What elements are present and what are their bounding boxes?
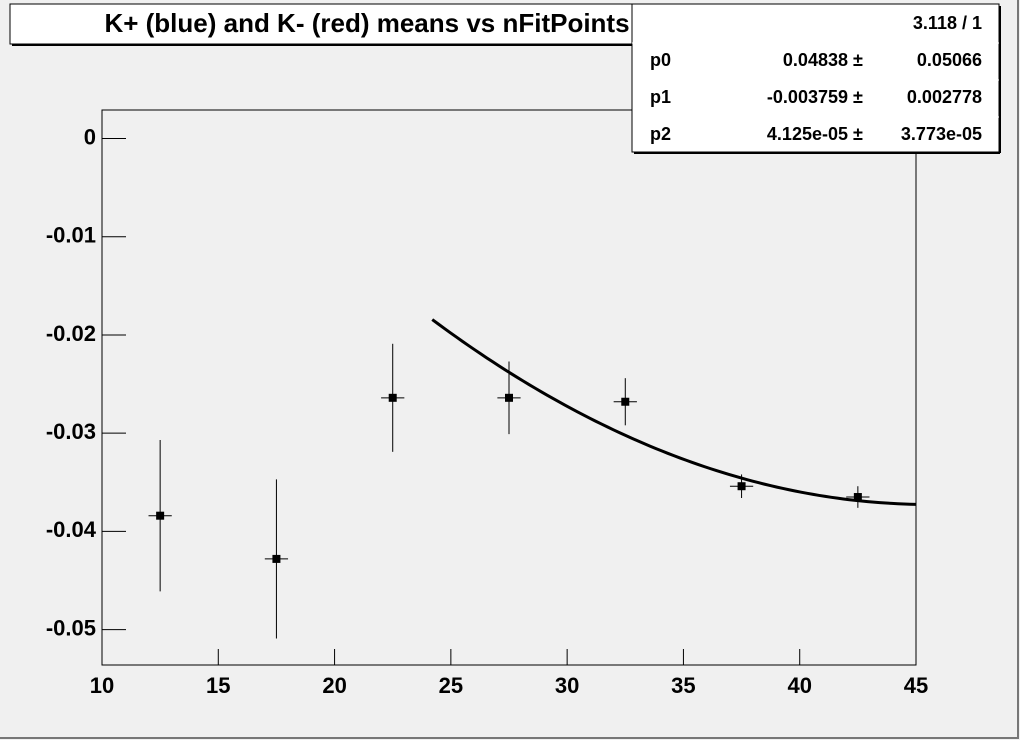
point <box>621 397 630 406</box>
param-value: -0.003759 <box>767 87 848 107</box>
point <box>156 511 165 520</box>
y-tick-label: 0 <box>84 124 96 149</box>
fit-curve <box>431 318 917 506</box>
param-name: p2 <box>650 124 671 144</box>
param-error: 0.002778 <box>907 87 982 107</box>
y-tick-label: -0.01 <box>46 223 96 248</box>
param-separator: ± <box>853 50 863 70</box>
x-tick-label: 45 <box>904 673 928 698</box>
param-error: 3.773e-05 <box>901 124 982 144</box>
param-name: p1 <box>650 87 671 107</box>
x-tick-label: 15 <box>206 673 230 698</box>
param-name: p0 <box>650 50 671 70</box>
point <box>505 393 513 402</box>
x-tick-label: 40 <box>787 673 811 698</box>
x-tick-label: 30 <box>555 673 579 698</box>
point <box>272 554 281 563</box>
param-separator: ± <box>853 87 863 107</box>
x-tick-label: 25 <box>439 673 463 698</box>
point <box>853 493 862 502</box>
point <box>388 393 397 402</box>
point <box>737 482 746 491</box>
stats-box <box>631 3 1000 153</box>
param-value: 0.04838 <box>783 50 848 70</box>
chart-title: K+ (blue) and K- (red) means vs nFitPoin… <box>104 8 629 38</box>
x-tick-label: 10 <box>90 673 114 698</box>
x-tick-label: 35 <box>671 673 695 698</box>
param-value: 4.125e-05 <box>767 124 848 144</box>
param-separator: ± <box>853 124 863 144</box>
y-tick-label: -0.05 <box>46 615 96 640</box>
x-tick-label: 20 <box>322 673 346 698</box>
chi2-ndf: 3.118 / 1 <box>913 13 982 33</box>
y-tick-label: -0.04 <box>46 517 97 542</box>
y-tick-label: -0.02 <box>46 321 96 346</box>
param-error: 0.05066 <box>917 50 982 70</box>
y-tick-label: -0.03 <box>46 419 96 444</box>
